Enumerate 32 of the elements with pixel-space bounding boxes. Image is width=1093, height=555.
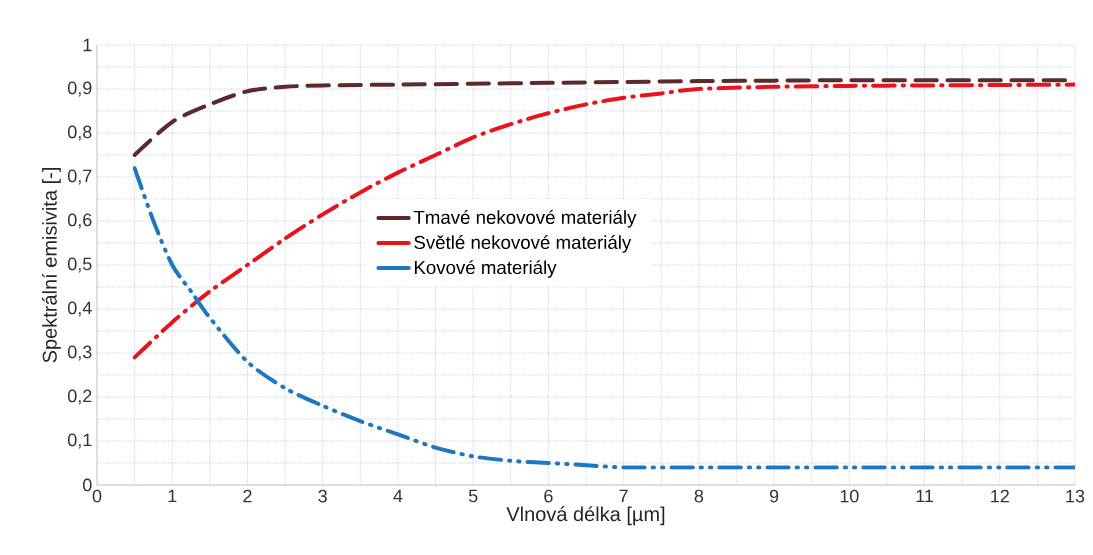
y-tick-label: 0,9 [67,81,92,97]
line-series [132,166,1075,470]
y-tick-label: 0 [83,478,92,492]
x-tick-label: 12 [991,489,1009,503]
legend-label: Kovové materiály [414,260,557,278]
x-tick-label: 2 [243,489,252,503]
y-axis-title: Spektrální emisivita [-] [41,168,61,363]
y-tick-label: 0,2 [67,389,92,405]
x-axis-title: Vlnová délka [µm] [506,506,665,526]
x-tick-label: 8 [694,489,704,503]
x-tick-label: 1 [168,489,177,503]
x-tick-label: 11 [916,489,934,503]
y-tick-label: 0,4 [67,301,92,317]
y-tick-label: 0,5 [67,257,92,273]
y-tick-label: 1 [83,38,92,52]
x-tick-label: 10 [840,489,859,503]
x-tick-label: 3 [318,489,327,503]
x-tick-label: 9 [769,489,779,503]
x-tick-label: 7 [619,489,628,503]
legend-label: Tmavé nekovové materiály [413,210,637,228]
legend-label: Světlé nekovové materiály [414,235,632,253]
line-series [132,82,1075,360]
x-tick-label: 6 [544,489,553,503]
y-tick-label: 0,3 [67,345,92,361]
y-tick-label: 0,8 [67,125,92,141]
y-tick-label: 0,7 [67,169,92,185]
y-tick-label: 0,6 [67,213,92,229]
x-tick-label: 4 [393,489,403,503]
x-tick-label: 5 [468,489,478,503]
x-tick-label: 13 [1066,489,1085,503]
x-tick-label: 0 [92,489,102,503]
y-tick-label: 0,1 [67,433,92,449]
